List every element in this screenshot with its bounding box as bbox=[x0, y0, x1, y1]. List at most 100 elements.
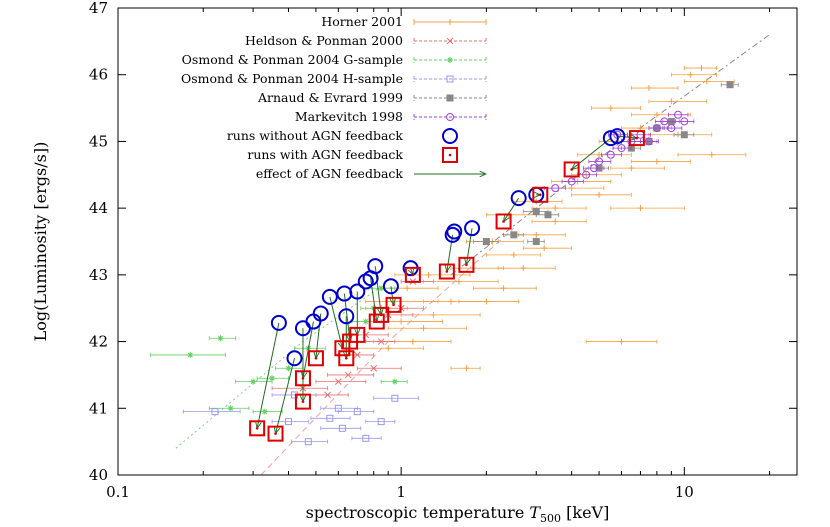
feedback-arrow bbox=[276, 358, 295, 433]
marker-shape bbox=[420, 325, 427, 332]
data-point bbox=[648, 98, 708, 105]
error-bar bbox=[320, 426, 362, 431]
point-marker bbox=[404, 285, 411, 292]
point-marker bbox=[362, 434, 370, 442]
marker-shape bbox=[660, 117, 669, 126]
data-point bbox=[256, 375, 289, 382]
marker-shape bbox=[404, 285, 411, 292]
marker-dot bbox=[570, 168, 573, 171]
legend-item: Arnaud & Evrard 1999 bbox=[257, 90, 487, 105]
marker-shape bbox=[637, 125, 644, 132]
error-bar bbox=[531, 219, 587, 224]
marker-shape bbox=[270, 314, 287, 331]
point-marker bbox=[551, 184, 560, 193]
marker-shape bbox=[590, 164, 599, 173]
run-point bbox=[602, 130, 619, 147]
legend-item: runs without AGN feedback bbox=[227, 128, 458, 144]
point-marker bbox=[644, 137, 653, 146]
marker-shape bbox=[463, 365, 470, 372]
error-bar bbox=[365, 419, 396, 424]
marker-shape bbox=[458, 256, 475, 273]
point-marker bbox=[653, 111, 660, 118]
marker-dot bbox=[301, 376, 305, 380]
error-bar bbox=[668, 112, 689, 117]
marker-shape bbox=[495, 213, 512, 230]
data-point bbox=[291, 438, 329, 446]
feedback-arrow bbox=[504, 197, 520, 221]
marker-shape bbox=[261, 408, 268, 415]
point-marker bbox=[463, 365, 470, 372]
error-bar bbox=[630, 132, 651, 137]
point-marker bbox=[567, 177, 576, 186]
error-bar bbox=[365, 339, 396, 344]
point-marker bbox=[606, 150, 615, 159]
marker-shape bbox=[326, 414, 334, 422]
marker-shape bbox=[446, 94, 454, 102]
marker-shape bbox=[294, 393, 311, 410]
point-marker bbox=[261, 408, 268, 415]
point-marker bbox=[637, 125, 644, 132]
marker-shape bbox=[653, 111, 660, 118]
marker-shape bbox=[324, 391, 331, 399]
series-arnaud-evrard-1999 bbox=[473, 81, 739, 245]
marker-shape bbox=[286, 350, 303, 367]
data-point bbox=[561, 177, 584, 186]
point-marker bbox=[211, 408, 219, 416]
marker-shape bbox=[334, 404, 342, 412]
data-point bbox=[571, 191, 632, 198]
point-marker bbox=[378, 285, 385, 292]
marker-dot bbox=[314, 356, 318, 360]
point-marker bbox=[324, 391, 331, 399]
marker-shape bbox=[338, 350, 355, 367]
marker-shape bbox=[520, 265, 527, 272]
marker-shape bbox=[404, 266, 421, 283]
point-marker bbox=[455, 278, 462, 285]
data-point bbox=[423, 278, 499, 285]
point-marker bbox=[227, 405, 234, 412]
point-marker bbox=[285, 365, 292, 372]
data-point bbox=[674, 117, 695, 126]
point-marker bbox=[726, 81, 734, 89]
run-point bbox=[382, 278, 399, 295]
marker-shape bbox=[674, 110, 683, 119]
point-marker bbox=[326, 414, 334, 422]
point-marker bbox=[645, 85, 652, 92]
marker-shape bbox=[680, 117, 689, 126]
fit-line bbox=[260, 227, 515, 476]
run-point-agn bbox=[349, 326, 366, 343]
point-marker bbox=[284, 418, 292, 426]
data-point bbox=[610, 165, 665, 172]
marker-shape bbox=[362, 434, 370, 442]
point-marker bbox=[653, 158, 660, 165]
point-marker bbox=[628, 165, 635, 172]
run-point-agn bbox=[495, 213, 512, 230]
data-point bbox=[365, 298, 439, 305]
legend-marker bbox=[442, 147, 458, 163]
point-marker bbox=[532, 207, 540, 215]
legend-item: effect of AGN feedback bbox=[256, 166, 486, 181]
legend-item: runs with AGN feedback bbox=[247, 147, 458, 163]
marker-shape bbox=[344, 371, 352, 379]
marker-dot bbox=[255, 427, 259, 430]
point-marker bbox=[377, 338, 385, 345]
data-point bbox=[531, 205, 587, 212]
marker-shape bbox=[563, 161, 580, 178]
error-bar bbox=[291, 439, 329, 444]
legend-marker bbox=[446, 37, 454, 45]
marker-shape bbox=[312, 305, 329, 322]
point-marker bbox=[269, 375, 276, 382]
error-bar bbox=[271, 419, 309, 424]
y-tick-label: 47 bbox=[89, 0, 108, 17]
point-marker bbox=[338, 424, 346, 432]
point-marker bbox=[482, 238, 490, 245]
error-bar bbox=[337, 409, 375, 414]
data-point bbox=[683, 65, 717, 72]
point-marker bbox=[652, 124, 661, 133]
y-tick-label: 42 bbox=[89, 333, 108, 351]
point-marker bbox=[660, 117, 669, 126]
point-marker bbox=[409, 338, 416, 345]
marker-dot bbox=[465, 263, 468, 267]
legend: Horner 2001 Heldson & Ponman 2000 Osmond &… bbox=[181, 14, 486, 181]
legend-marker bbox=[447, 19, 453, 25]
data-point bbox=[356, 345, 424, 352]
